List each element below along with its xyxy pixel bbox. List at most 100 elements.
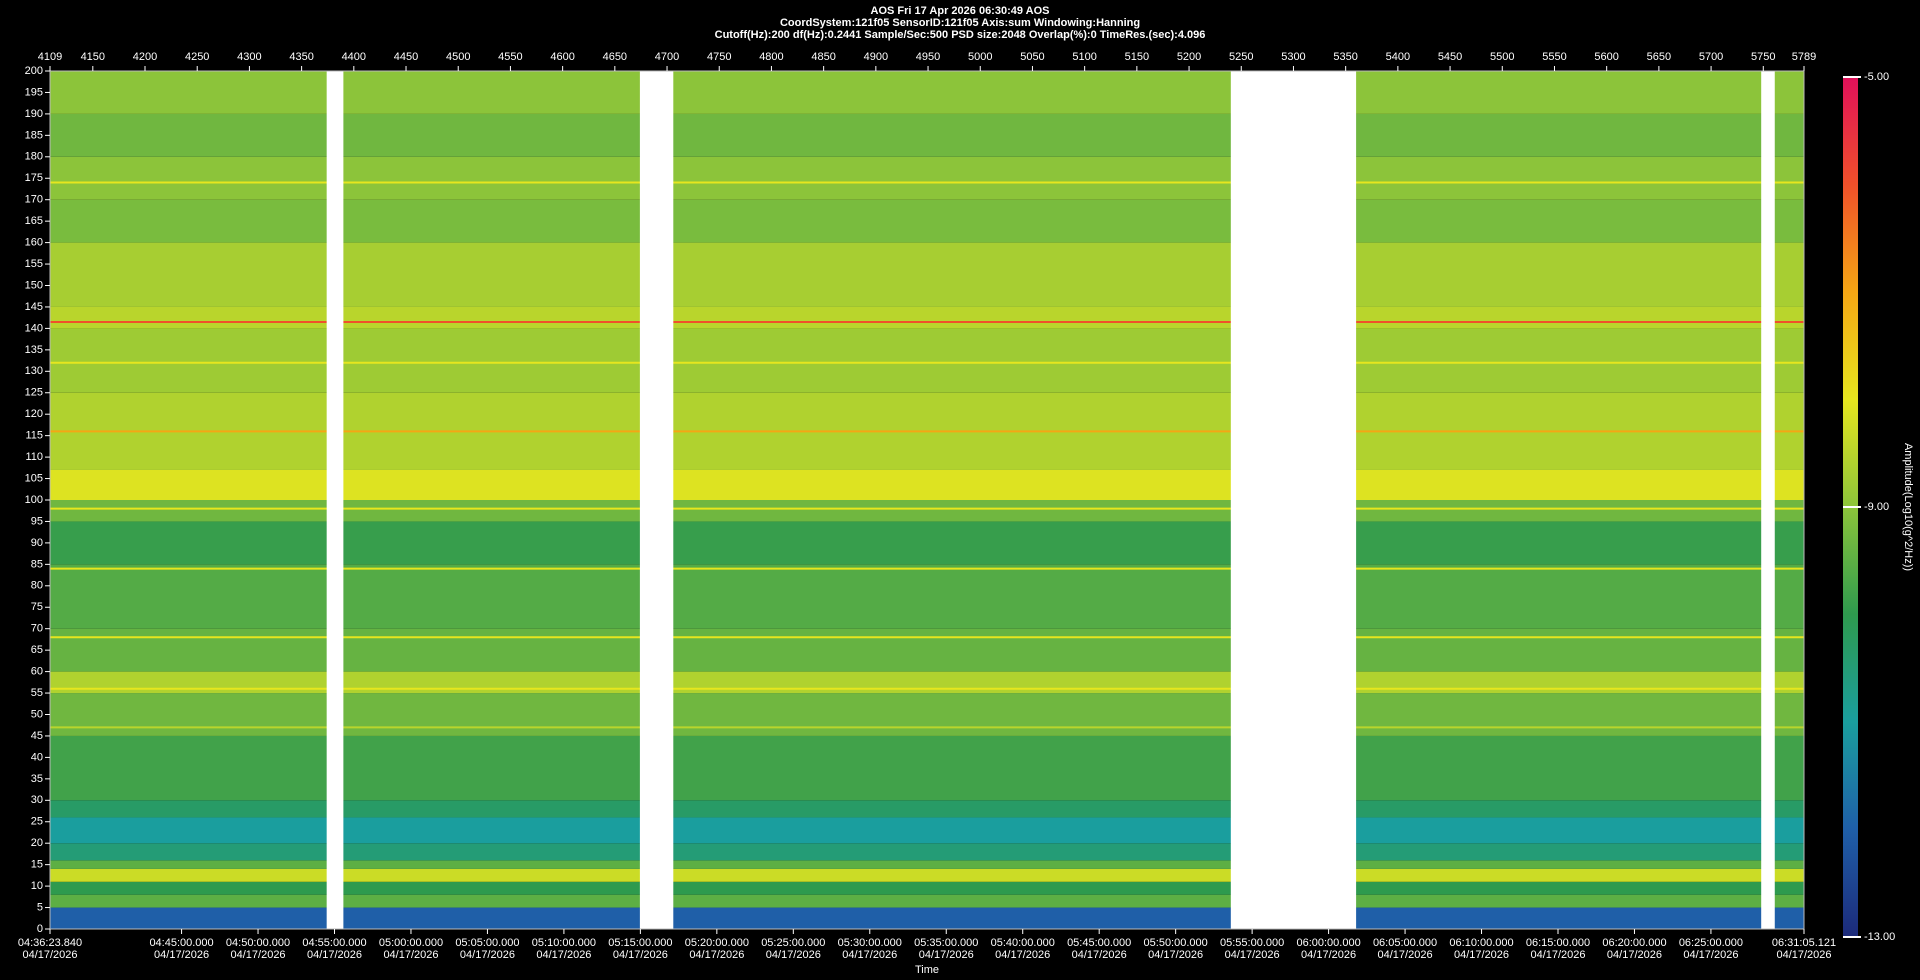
y-tick-label: 90 — [31, 537, 43, 549]
x-tick-label: 05:10:00.000 — [532, 937, 596, 949]
x2-tick-label: 5250 — [1229, 51, 1253, 63]
x2-tick-label: 5700 — [1699, 51, 1723, 63]
x2-tick-label: 5050 — [1020, 51, 1044, 63]
y-tick-label: 175 — [25, 172, 43, 184]
y-tick-label: 80 — [31, 580, 43, 592]
x-tick-label: 06:15:00.000 — [1526, 937, 1590, 949]
spectrogram-band — [50, 907, 1804, 929]
x-tick-date: 04/17/2026 — [1301, 949, 1356, 961]
y-tick-label: 5 — [37, 901, 43, 913]
colorbar-tick-label: -13.00 — [1864, 931, 1895, 943]
x2-tick-label: 5400 — [1386, 51, 1410, 63]
y-tick-label: 10 — [31, 880, 43, 892]
x-tick-label: 06:31:05.121 — [1772, 937, 1836, 949]
x-tick-label: 05:25:00.000 — [761, 937, 825, 949]
x2-tick-label: 4850 — [811, 51, 835, 63]
y-tick-label: 135 — [25, 344, 43, 356]
x2-tick-label: 5650 — [1647, 51, 1671, 63]
y-tick-label: 40 — [31, 751, 43, 763]
x2-tick-label: 5200 — [1177, 51, 1201, 63]
x-tick-label: 06:10:00.000 — [1449, 937, 1513, 949]
y-tick-label: 185 — [25, 129, 43, 141]
y-tick-label: 60 — [31, 666, 43, 678]
x2-tick-label: 5350 — [1333, 51, 1357, 63]
x2-tick-label: 4950 — [916, 51, 940, 63]
x2-tick-label: 5600 — [1594, 51, 1618, 63]
y-tick-label: 130 — [25, 365, 43, 377]
x2-tick-label: 5789 — [1792, 51, 1816, 63]
spectrogram-band — [50, 735, 1804, 801]
spectrogram-band — [50, 242, 1804, 307]
x-tick-label: 05:20:00.000 — [685, 937, 749, 949]
chart-subtitle: Cutoff(Hz):200 df(Hz):0.2441 Sample/Sec:… — [715, 29, 1206, 41]
y-tick-label: 20 — [31, 837, 43, 849]
y-tick-label: 45 — [31, 730, 43, 742]
x-tick-date: 04/17/2026 — [613, 949, 668, 961]
y-tick-label: 150 — [25, 279, 43, 291]
x-tick-date: 04/17/2026 — [766, 949, 821, 961]
x-tick-label: 05:05:00.000 — [455, 937, 519, 949]
spectrogram-band — [50, 628, 1804, 672]
x-tick-label: 05:55:00.000 — [1220, 937, 1284, 949]
x-tick-date: 04/17/2026 — [1378, 949, 1433, 961]
spectrogram-band — [50, 500, 1804, 522]
colorbar-tick-label: -5.00 — [1864, 71, 1889, 83]
x-tick-date: 04/17/2026 — [1776, 949, 1831, 961]
y-tick-label: 125 — [25, 387, 43, 399]
y-tick-label: 65 — [31, 644, 43, 656]
spectrogram-band — [50, 800, 1804, 818]
spectrogram-band — [50, 328, 1804, 393]
spectrogram-band — [50, 306, 1804, 329]
data-gap — [1761, 71, 1775, 929]
x-tick-label: 05:00:00.000 — [379, 937, 443, 949]
x2-tick-label: 4500 — [446, 51, 470, 63]
x-tick-label: 04:55:00.000 — [302, 937, 366, 949]
x-tick-date: 04/17/2026 — [1072, 949, 1127, 961]
x-tick-date: 04/17/2026 — [995, 949, 1050, 961]
x2-tick-label: 4200 — [133, 51, 157, 63]
y-tick-label: 155 — [25, 258, 43, 270]
spectrogram-band — [50, 564, 1804, 629]
y-tick-label: 115 — [25, 430, 43, 442]
x2-tick-label: 4700 — [655, 51, 679, 63]
x2-tick-label: 4400 — [342, 51, 366, 63]
x-tick-label: 04:36:23.840 — [18, 937, 82, 949]
x2-tick-label: 5550 — [1542, 51, 1566, 63]
x-tick-label: 06:20:00.000 — [1602, 937, 1666, 949]
x-tick-date: 04/17/2026 — [1148, 949, 1203, 961]
colorbar-label: Amplitude(Log10(g^2/Hz)) — [1902, 443, 1914, 571]
spectrogram-band — [50, 843, 1804, 861]
x-tick-label: 05:30:00.000 — [838, 937, 902, 949]
spectrogram-band — [50, 156, 1804, 200]
x-tick-date: 04/17/2026 — [22, 949, 77, 961]
y-tick-label: 105 — [25, 472, 43, 484]
y-tick-label: 55 — [31, 687, 43, 699]
x2-tick-label: 4800 — [759, 51, 783, 63]
x-tick-label: 05:40:00.000 — [991, 937, 1055, 949]
spectrogram-band — [50, 894, 1804, 908]
x2-tick-label: 5500 — [1490, 51, 1514, 63]
y-tick-label: 0 — [37, 923, 43, 935]
x2-tick-label: 4300 — [237, 51, 261, 63]
y-tick-label: 180 — [25, 151, 43, 163]
spectrogram-band — [50, 693, 1804, 736]
x2-tick-label: 5300 — [1281, 51, 1305, 63]
y-tick-label: 170 — [25, 194, 43, 206]
x2-tick-label: 4150 — [81, 51, 105, 63]
y-tick-label: 15 — [31, 859, 43, 871]
chart-subtitle: CoordSystem:121f05 SensorID:121f05 Axis:… — [780, 17, 1140, 29]
y-tick-label: 145 — [25, 301, 43, 313]
x-tick-label: 06:25:00.000 — [1679, 937, 1743, 949]
x-tick-label: 06:00:00.000 — [1296, 937, 1360, 949]
x2-tick-label: 4900 — [864, 51, 888, 63]
x-tick-label: 04:45:00.000 — [149, 937, 213, 949]
colorbar-tick-label: -9.00 — [1864, 501, 1889, 513]
spectrogram-band — [50, 868, 1804, 882]
data-gap — [1230, 71, 1357, 929]
x2-tick-label: 4450 — [394, 51, 418, 63]
y-tick-label: 25 — [31, 816, 43, 828]
x2-tick-label: 5450 — [1438, 51, 1462, 63]
x-tick-date: 04/17/2026 — [460, 949, 515, 961]
x-tick-label: 05:50:00.000 — [1144, 937, 1208, 949]
